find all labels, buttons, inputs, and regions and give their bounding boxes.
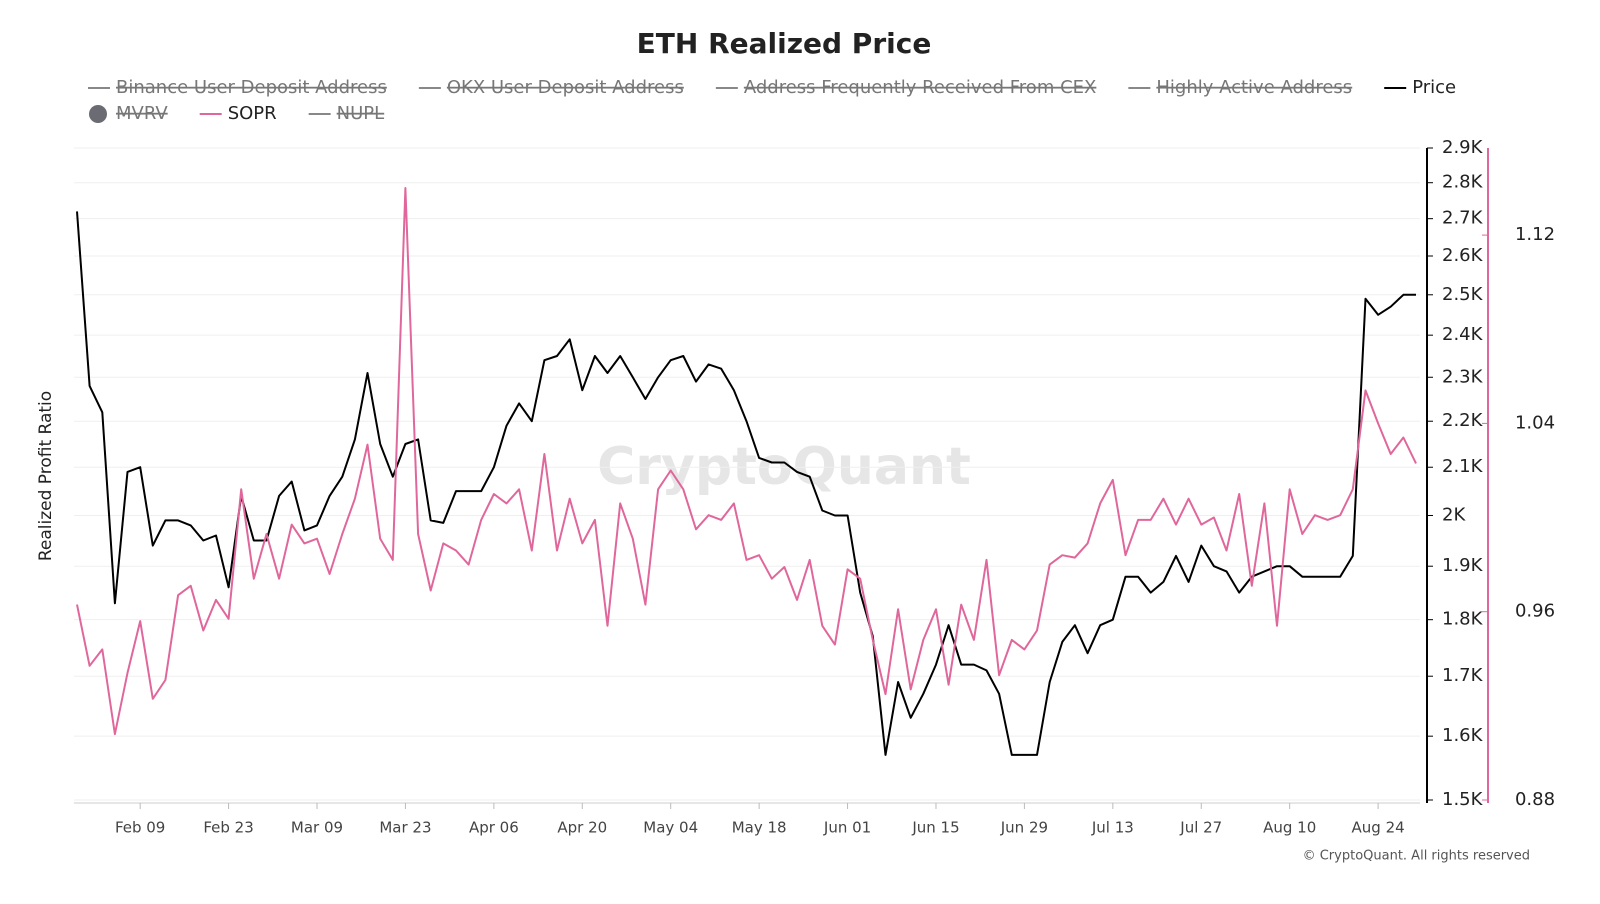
- y-tick-label: 2.2K: [1442, 410, 1484, 431]
- y-axis-label: Realized Profit Ratio: [36, 391, 56, 561]
- y-tick-label: 2.6K: [1442, 245, 1484, 266]
- x-tick-label: Jun 01: [823, 819, 871, 837]
- x-tick-label: Apr 06: [469, 819, 519, 837]
- legend-item: Binance User Deposit Address: [88, 77, 387, 98]
- x-tick-label: Mar 23: [379, 819, 431, 837]
- legend-item: OKX User Deposit Address: [418, 77, 684, 98]
- x-tick-label: Feb 09: [115, 819, 165, 837]
- legend-label: OKX User Deposit Address: [447, 77, 684, 98]
- y-tick-label: 1.8K: [1442, 609, 1484, 630]
- legend-label: SOPR: [228, 103, 277, 124]
- y-tick-label: 2.9K: [1442, 137, 1484, 158]
- y-tick-label: 2.1K: [1442, 456, 1484, 477]
- legend-marker: [89, 105, 107, 123]
- y-tick-label: 1.7K: [1442, 665, 1484, 686]
- legend-item: SOPR: [199, 103, 277, 124]
- legend-label: NUPL: [337, 103, 385, 124]
- x-tick-label: Jul 27: [1179, 819, 1222, 837]
- y-tick-label: 2K: [1442, 504, 1466, 525]
- legend-label: Address Frequently Received From CEX: [744, 77, 1097, 98]
- legend-label: MVRV: [116, 103, 168, 124]
- footer: © CryptoQuant. All rights reserved: [1303, 849, 1530, 864]
- y-tick-label: 2.5K: [1442, 284, 1484, 305]
- x-tick-label: Aug 24: [1352, 819, 1405, 837]
- legend-item: Highly Active Address: [1128, 77, 1352, 98]
- y2-tick-label: 0.88: [1515, 789, 1555, 810]
- y-tick-label: 1.6K: [1442, 725, 1484, 746]
- x-tick-label: Apr 20: [557, 819, 607, 837]
- x-tick-label: May 04: [643, 819, 698, 837]
- x-tick-label: Aug 10: [1263, 819, 1316, 837]
- y-tick-label: 2.3K: [1442, 366, 1484, 387]
- x-tick-label: Mar 09: [291, 819, 343, 837]
- y2-tick-label: 1.04: [1515, 412, 1555, 433]
- legend-item: MVRV: [89, 103, 168, 124]
- y-tick-label: 1.5K: [1442, 789, 1484, 810]
- y-tick-label: 2.8K: [1442, 172, 1484, 193]
- y-tick-label: 2.4K: [1442, 324, 1484, 345]
- x-tick-label: Feb 23: [203, 819, 253, 837]
- legend-item: Price: [1384, 77, 1456, 98]
- y-tick-label: 2.7K: [1442, 208, 1484, 229]
- x-tick-label: May 18: [732, 819, 787, 837]
- legend-label: Highly Active Address: [1156, 77, 1352, 98]
- y2-tick-label: 0.96: [1515, 601, 1555, 622]
- series-line: [76, 211, 1416, 756]
- y-tick-label: 1.9K: [1442, 555, 1484, 576]
- series-line: [76, 187, 1417, 736]
- y2-tick-label: 1.12: [1515, 224, 1555, 245]
- legend-item: Address Frequently Received From CEX: [715, 77, 1097, 98]
- x-tick-label: Jul 13: [1091, 819, 1134, 837]
- legend-label: Binance User Deposit Address: [116, 77, 387, 98]
- legend-label: Price: [1412, 77, 1456, 98]
- legend-item: NUPL: [308, 103, 385, 124]
- chart-title: ETH Realized Price: [637, 27, 932, 60]
- x-tick-label: Jun 15: [911, 819, 959, 837]
- x-tick-label: Jun 29: [1000, 819, 1048, 837]
